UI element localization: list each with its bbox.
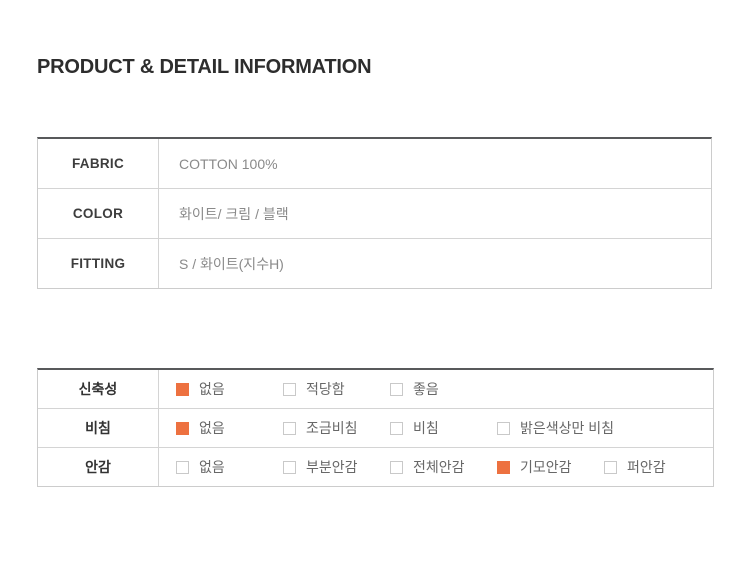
option: 전체안감 [390,457,497,477]
option-row: 비침 없음 조금비침 비침 밝은색상만 비침 [38,408,713,447]
info-row-value: S / 화이트(지수H) [179,255,284,272]
option-row-label: 신축성 [38,370,159,408]
checkbox-icon[interactable] [176,382,189,396]
info-row-label: FITTING [38,239,159,288]
option-label: 전체안감 [413,459,465,475]
option-label: 조금비침 [306,420,358,436]
checkbox-icon[interactable] [497,460,510,474]
option: 밝은색상만 비침 [497,418,614,438]
option: 퍼안감 [604,457,666,477]
option-label: 퍼안감 [627,459,666,475]
option-row: 안감 없음 부분안감 전체안감 기모안감 [38,447,713,486]
option-row-label: 비침 [38,409,159,447]
option-row: 신축성 없음 적당함 좋음 [38,370,713,408]
info-row-label: COLOR [38,189,159,238]
option: 비침 [390,418,497,438]
option: 조금비침 [283,418,390,438]
option-row-options: 없음 부분안감 전체안감 기모안감 퍼안감 [159,448,713,486]
checkbox-icon[interactable] [176,460,189,474]
option: 적당함 [283,379,390,399]
option-row-options: 없음 조금비침 비침 밝은색상만 비침 [159,409,713,447]
option-label: 좋음 [413,381,439,397]
option-label: 없음 [199,420,225,436]
checkbox-icon[interactable] [176,421,189,435]
option-label: 부분안감 [306,459,358,475]
checkbox-icon[interactable] [604,460,617,474]
option-row-label: 안감 [38,448,159,486]
checkbox-icon[interactable] [283,460,296,474]
option-row-options: 없음 적당함 좋음 [159,370,713,408]
product-info-table: FABRIC COTTON 100% COLOR 화이트/ 크림 / 블랙 FI… [37,137,712,289]
checkbox-icon[interactable] [283,382,296,396]
option-label: 적당함 [306,381,345,397]
info-row: COLOR 화이트/ 크림 / 블랙 [38,188,711,238]
checkbox-icon[interactable] [283,421,296,435]
info-row-value: 화이트/ 크림 / 블랙 [179,205,289,222]
info-row: FABRIC COTTON 100% [38,139,711,188]
option-label: 없음 [199,459,225,475]
option: 없음 [176,457,283,477]
info-row: FITTING S / 화이트(지수H) [38,238,711,288]
option: 좋음 [390,379,439,399]
checkbox-icon[interactable] [390,460,403,474]
section-title: PRODUCT & DETAIL INFORMATION [37,56,372,78]
option-label: 없음 [199,381,225,397]
option: 없음 [176,418,283,438]
option-label: 비침 [413,420,439,436]
info-row-label: FABRIC [38,139,159,188]
checkbox-icon[interactable] [390,382,403,396]
product-options-table: 신축성 없음 적당함 좋음 비침 [37,368,714,487]
option: 부분안감 [283,457,390,477]
checkbox-icon[interactable] [497,421,510,435]
option-label: 밝은색상만 비침 [520,420,615,436]
option: 기모안감 [497,457,604,477]
info-row-value: COTTON 100% [179,155,278,172]
option-label: 기모안감 [520,459,572,475]
checkbox-icon[interactable] [390,421,403,435]
option: 없음 [176,379,283,399]
